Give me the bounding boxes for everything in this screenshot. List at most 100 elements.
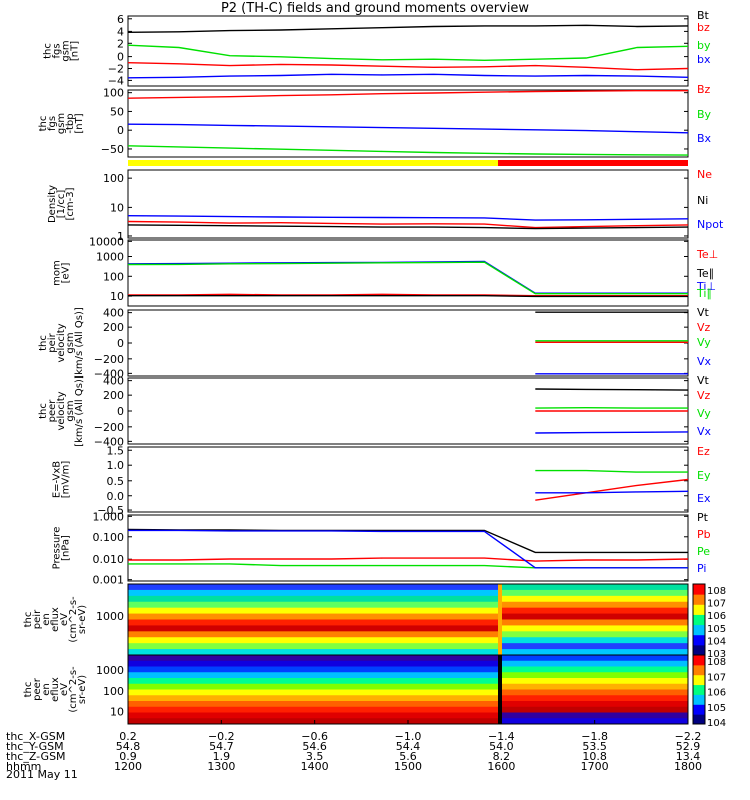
heatmap-band	[128, 689, 498, 696]
heatmap-band	[128, 613, 498, 620]
ytick-label: 1	[117, 230, 124, 243]
ylabel-peir_velocity: gsm	[65, 332, 76, 353]
date-label: 2011 May 11	[6, 768, 78, 781]
heatmap-band	[498, 701, 688, 708]
legend-By: By	[697, 108, 712, 121]
colorbar-tick-label: 103	[707, 649, 726, 660]
heatmap-band	[128, 672, 498, 679]
ylabel-peir_eflux: thc	[23, 612, 34, 628]
heatmap-band	[128, 595, 498, 603]
ylabel-peer_eflux: thc	[23, 682, 34, 698]
ytick-label: −4	[108, 74, 124, 87]
colorbar-tick-label: 105	[707, 703, 726, 714]
ylabel-peir_eflux: en	[41, 613, 52, 626]
heatmap-band	[498, 631, 688, 638]
ytick-label: 1000	[96, 664, 124, 677]
ytick-label: 100	[103, 685, 124, 698]
ytick-label: 10	[110, 201, 124, 214]
heatmap-band	[498, 625, 688, 632]
colorbar-segment	[693, 694, 705, 705]
xaxis-row-label: thc_X-GSM	[6, 730, 65, 743]
ylabel-peer_eflux: peer	[32, 677, 43, 701]
ylabel-peir_eflux: (cm^2-s-	[68, 596, 79, 643]
ytick-label: 50	[110, 105, 124, 118]
legend-Vz: Vz	[697, 389, 711, 402]
ytick-label: 100	[103, 172, 124, 185]
series-line-Pb	[128, 557, 689, 562]
heatmap-band	[128, 649, 498, 656]
ytick-label: 4	[117, 25, 124, 38]
ytick-label: 1.5	[107, 444, 125, 457]
heatmap-band	[128, 666, 498, 673]
ylabel-peer_velocity: [km/s (All Qs)]	[74, 375, 85, 447]
legend-Vx: Vx	[697, 425, 712, 438]
heatmap-band	[128, 718, 498, 725]
ylabel-density: [cm-3]	[65, 187, 76, 220]
legend-Npot: Npot	[697, 218, 724, 231]
heatmap-band	[498, 695, 688, 702]
ylabel-peer_velocity: peer	[47, 399, 58, 423]
xaxis-value: 1.9	[213, 750, 231, 763]
ytick-label: 0.5	[107, 475, 125, 488]
status-bar-yellow	[128, 160, 498, 166]
series-line-Pi	[128, 529, 688, 569]
heatmap-band	[498, 601, 688, 609]
legend-by: by	[697, 39, 711, 52]
ytick-label: 0	[117, 405, 124, 418]
xaxis-value: 1300	[207, 760, 235, 773]
xaxis-value: 3.5	[306, 750, 324, 763]
ylabel-fgs_gsm: gsm	[61, 40, 72, 61]
ytick-label: 1.000	[93, 510, 125, 523]
series-line-Ni	[127, 224, 689, 230]
xaxis-value: 1800	[674, 760, 702, 773]
legend-Pi: Pi	[697, 562, 706, 575]
ytick-label: 10	[110, 290, 124, 303]
xaxis-value: 5.6	[399, 750, 417, 763]
ytick-label: −50	[101, 143, 124, 156]
heatmap-band	[128, 678, 498, 685]
series-line-Bt	[127, 24, 689, 33]
ylabel-peer_eflux: en	[41, 683, 52, 696]
legend-Ni: Ni	[697, 194, 708, 207]
series-line-Ez	[535, 478, 689, 501]
heatmap-band	[498, 672, 688, 679]
xaxis-row-label: thc_Z-GSM	[6, 750, 66, 763]
ylabel-fgs_gsm_tbp: fgs	[47, 116, 58, 131]
colorbar-tick-label: 107	[707, 672, 726, 683]
ytick-label: 10000	[89, 235, 124, 248]
ylabel-peer_eflux: sr-eV)	[77, 675, 88, 704]
legend-Vy: Vy	[697, 336, 711, 349]
ylabel-fgs_gsm_tbp: thc	[38, 116, 49, 132]
colorbar-segment	[693, 604, 705, 615]
ytick-label: 0.100	[93, 531, 125, 544]
heatmap-band	[498, 683, 688, 690]
heatmap-band	[498, 655, 688, 662]
heatmap-band	[498, 607, 688, 615]
colorbar-segment	[693, 674, 705, 686]
series-line-bx	[127, 73, 689, 79]
ytick-label: 0	[117, 51, 124, 64]
ylabel-fgs_gsm: fgs	[52, 43, 63, 58]
heatmap-band	[128, 589, 498, 597]
ylabel-peir_eflux: sr-eV)	[77, 605, 88, 634]
series-line-Ey	[535, 469, 688, 473]
legend-Ex: Ex	[697, 492, 711, 505]
heatmap-band	[498, 643, 688, 650]
colorbar-segment	[693, 584, 705, 595]
xaxis-value: 1600	[487, 760, 515, 773]
ytick-label: 200	[103, 389, 124, 402]
xaxis-value: 54.6	[302, 740, 327, 753]
heatmap-band	[128, 712, 498, 719]
legend-Ez: Ez	[697, 445, 710, 458]
panel-frame-moments_temp	[127, 239, 689, 307]
heatmap-band	[498, 666, 688, 673]
series-line-bz	[127, 62, 689, 71]
ylabel-peer_velocity: gsm	[65, 400, 76, 421]
colorbar-segment	[693, 594, 705, 605]
heatmap-band	[498, 595, 688, 603]
series-line-Vx	[535, 431, 689, 434]
xaxis-value: −0.2	[208, 730, 235, 743]
legend-Vy: Vy	[697, 407, 711, 420]
heatmap-band	[128, 695, 498, 702]
xaxis-value: −1.0	[395, 730, 422, 743]
